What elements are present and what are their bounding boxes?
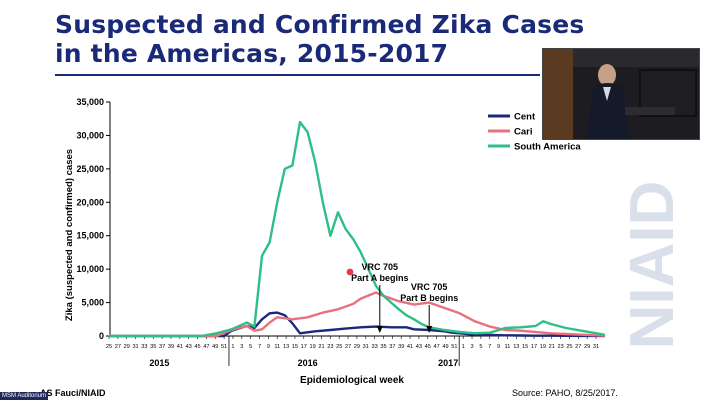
footer-source: Source: PAHO, 8/25/2017. — [512, 388, 618, 398]
year-label: 2017 — [438, 358, 458, 368]
x-tick-label: 9 — [497, 344, 500, 350]
x-tick-label: 17 — [531, 344, 537, 350]
slide-title: Suspected and Confirmed Zika Cases in th… — [55, 10, 584, 68]
chart-axes: 0 5,000 10,000 15,000 20,000 25,000 30,000 35,0… — [76, 97, 604, 368]
x-tick-label: 3 — [240, 344, 243, 350]
chart-legend: Cent Cari South America — [488, 112, 581, 153]
series-line-central-america — [108, 311, 606, 338]
x-tick-label: 31 — [593, 344, 599, 350]
annotation-title: VRC 705 — [411, 282, 448, 292]
x-tick-label: 41 — [177, 344, 183, 350]
x-tick-label: 27 — [575, 344, 581, 350]
x-tick-label: 43 — [416, 344, 422, 350]
annotation-subtitle: Part A begins — [351, 273, 408, 283]
x-tick-label: 21 — [549, 344, 555, 350]
series-line-south-america — [108, 120, 606, 338]
y-tick-label: 0 — [99, 331, 104, 341]
x-tick-label: 15 — [522, 344, 528, 350]
x-tick-label: 21 — [318, 344, 324, 350]
y-tick-label: 35,000 — [76, 97, 104, 107]
x-tick-label: 19 — [540, 344, 546, 350]
channel-tag: MSM Auditorium — [0, 392, 49, 400]
x-tick-label: 31 — [363, 344, 369, 350]
x-tick-label: 29 — [124, 344, 130, 350]
x-tick-label: 47 — [434, 344, 440, 350]
x-tick-label: 17 — [301, 344, 307, 350]
x-tick-label: 49 — [212, 344, 218, 350]
x-tick-label: 31 — [132, 344, 138, 350]
x-axis-label: Epidemiological week — [300, 375, 404, 386]
x-tick-label: 51 — [221, 344, 227, 350]
x-tick-label: 11 — [505, 344, 511, 350]
title-underline — [55, 74, 540, 76]
laser-pointer-dot — [346, 268, 354, 276]
x-tick-label: 45 — [425, 344, 431, 350]
x-tick-label: 1 — [231, 344, 234, 350]
x-tick-label: 49 — [442, 344, 448, 350]
legend-label-south-america: South America — [514, 142, 581, 153]
title-line-2: in the Americas, 2015-2017 — [55, 39, 449, 68]
x-tick-label: 35 — [380, 344, 386, 350]
year-label: 2015 — [149, 358, 169, 368]
x-tick-label: 9 — [267, 344, 270, 350]
x-tick-label: 37 — [159, 344, 165, 350]
annotation-arrow-head — [426, 326, 433, 333]
legend-label-central-america: Cent — [514, 112, 536, 123]
x-tick-label: 25 — [566, 344, 572, 350]
x-tick-label: 33 — [372, 344, 378, 350]
series-line-caribbean — [108, 291, 606, 338]
x-tick-label: 13 — [283, 344, 289, 350]
x-tick-label: 29 — [354, 344, 360, 350]
speaker-video-frame — [543, 49, 699, 139]
x-tick-label: 27 — [345, 344, 351, 350]
x-tick-label: 47 — [203, 344, 209, 350]
x-tick-label: 5 — [479, 344, 482, 350]
x-tick-label: 23 — [327, 344, 333, 350]
x-tick-label: 5 — [249, 344, 252, 350]
x-tick-label: 19 — [310, 344, 316, 350]
y-tick-label: 30,000 — [76, 130, 104, 140]
y-tick-label: 25,000 — [76, 164, 104, 174]
x-tick-label: 27 — [115, 344, 121, 350]
x-tick-label: 39 — [398, 344, 404, 350]
annotation-subtitle: Part B begins — [400, 293, 458, 303]
x-tick-label: 23 — [557, 344, 563, 350]
year-label: 2016 — [298, 358, 318, 368]
x-tick-label: 13 — [513, 344, 519, 350]
x-tick-label: 29 — [584, 344, 590, 350]
y-axis-label: Zika (suspected and confirmed) cases — [64, 149, 75, 321]
chart-series-group — [108, 120, 606, 338]
x-tick-label: 15 — [292, 344, 298, 350]
x-tick-label: 51 — [451, 344, 457, 350]
niaid-watermark: NIAID — [618, 181, 687, 350]
x-tick-label: 3 — [470, 344, 473, 350]
x-tick-label: 25 — [336, 344, 342, 350]
x-tick-label: 35 — [150, 344, 156, 350]
x-tick-label: 33 — [141, 344, 147, 350]
speaker-video-inset — [542, 48, 700, 140]
y-tick-label: 15,000 — [76, 231, 104, 241]
x-tick-label: 43 — [186, 344, 192, 350]
x-tick-label: 41 — [407, 344, 413, 350]
legend-label-caribbean: Cari — [514, 127, 532, 138]
x-tick-label: 11 — [274, 344, 280, 350]
x-tick-label: 7 — [258, 344, 261, 350]
y-tick-label: 20,000 — [76, 197, 104, 207]
x-tick-label: 1 — [462, 344, 465, 350]
x-tick-label: 7 — [488, 344, 491, 350]
annotation-arrow-head — [376, 326, 383, 333]
footer-credit: AS Fauci/NIAID — [40, 388, 106, 398]
x-tick-label: 45 — [194, 344, 200, 350]
title-line-1: Suspected and Confirmed Zika Cases — [55, 10, 585, 39]
x-tick-label: 37 — [389, 344, 395, 350]
y-tick-label: 10,000 — [76, 264, 104, 274]
annotation-title: VRC 705 — [362, 262, 399, 272]
niaid-watermark-text: NIAID — [618, 181, 687, 350]
x-tick-label: 25 — [106, 344, 112, 350]
y-tick-label: 5,000 — [81, 298, 104, 308]
x-tick-label: 39 — [168, 344, 174, 350]
